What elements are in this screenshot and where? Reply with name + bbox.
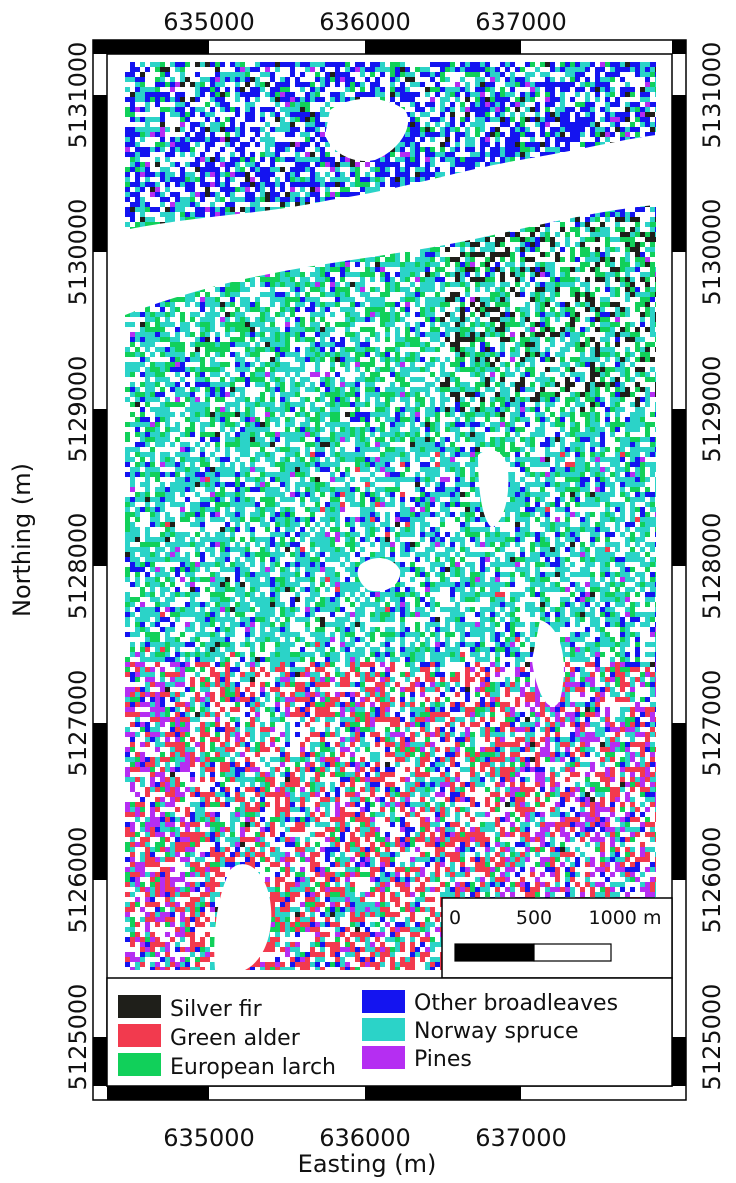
easting-tick-bottom: 636000 — [319, 1124, 411, 1152]
northing-tick-left: 5126000 — [64, 827, 92, 934]
map-frame — [92, 39, 687, 1101]
clearing-central — [357, 558, 401, 592]
northing-tick-left: 5131000 — [64, 42, 92, 149]
easting-tick-top: 635000 — [163, 8, 255, 36]
northing-ticks-right: 5131000 5130000 5129000 5128000 5127000 … — [698, 42, 726, 1091]
scale-label-500: 500 — [516, 907, 552, 929]
scale-bar: 0 500 1000 m — [441, 897, 673, 979]
non-forest-band — [125, 135, 656, 315]
northing-tick-right: 5129000 — [698, 356, 726, 463]
northing-tick-right: 5131000 — [698, 42, 726, 149]
legend-label: Other broadleaves — [414, 991, 618, 1016]
northing-ticks-left: 5131000 5130000 5129000 5128000 5127000 … — [64, 42, 92, 1091]
legend-label: Pines — [414, 1047, 472, 1072]
easting-tick-bottom: 635000 — [163, 1124, 255, 1152]
legend-swatch-other-broadleaves — [362, 990, 405, 1013]
easting-tick-top: 636000 — [319, 8, 411, 36]
legend-label: European larch — [170, 1055, 336, 1080]
species-raster — [125, 62, 656, 970]
easting-ticks-bottom: 635000 636000 637000 — [163, 1124, 567, 1152]
legend-swatch-european-larch — [118, 1053, 161, 1076]
x-axis-title: Easting (m) — [298, 1150, 437, 1178]
northing-tick-right: 5128000 — [698, 513, 726, 620]
northing-tick-left: 5130000 — [64, 199, 92, 306]
gap-upper-right — [532, 620, 564, 707]
easting-tick-top: 637000 — [475, 8, 567, 36]
northing-tick-left: 5128000 — [64, 513, 92, 620]
legend-swatch-norway-spruce — [362, 1018, 405, 1041]
northing-tick-right: 5125000 — [698, 984, 726, 1091]
legend-swatch-pines — [362, 1046, 405, 1069]
northing-tick-left: 5129000 — [64, 356, 92, 463]
northing-tick-right: 5126000 — [698, 827, 726, 934]
legend: Silver fir Green alder European larch Ot… — [106, 977, 673, 1087]
legend-label: Silver fir — [170, 997, 263, 1022]
northing-tick-right: 5130000 — [698, 199, 726, 306]
northing-tick-right: 5127000 — [698, 670, 726, 777]
scale-segment-white — [533, 943, 612, 962]
lake-clearing — [478, 450, 509, 528]
legend-label: Norway spruce — [414, 1019, 579, 1044]
scale-segment-black — [454, 943, 535, 962]
easting-tick-bottom: 637000 — [475, 1124, 567, 1152]
legend-label: Green alder — [170, 1026, 301, 1051]
easting-ticks-top: 635000 636000 637000 — [163, 8, 567, 36]
scale-label-0: 0 — [449, 907, 461, 929]
legend-swatch-silver-fir — [118, 995, 161, 1018]
northing-tick-left: 5127000 — [64, 670, 92, 777]
y-axis-title: Northing (m) — [8, 463, 36, 617]
clearing-north — [325, 98, 409, 161]
clearing-south — [214, 864, 272, 970]
northing-tick-left: 5125000 — [64, 984, 92, 1091]
legend-swatch-green-alder — [118, 1024, 161, 1047]
scale-label-1000: 1000 m — [589, 907, 662, 929]
